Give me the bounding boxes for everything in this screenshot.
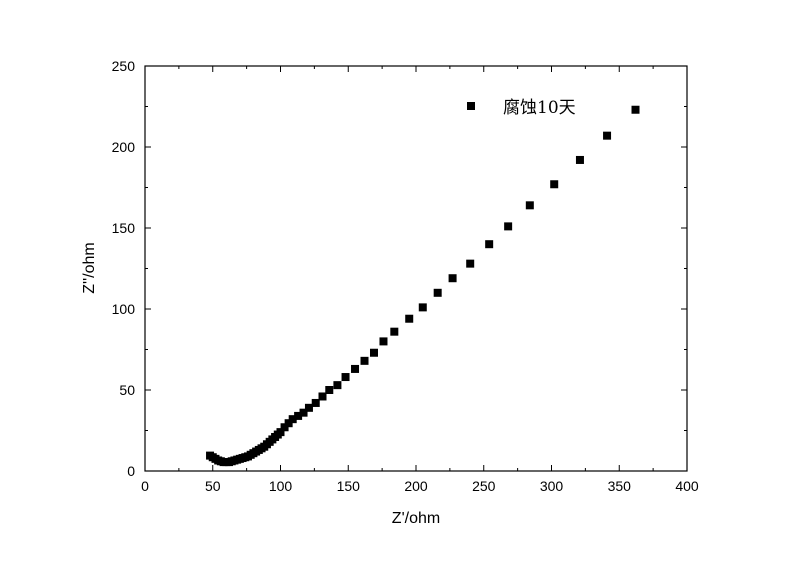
data-point (433, 288, 442, 297)
data-point (333, 381, 342, 390)
data-point (485, 240, 494, 249)
y-tick-label: 50 (119, 382, 135, 398)
x-tick-label: 300 (540, 478, 564, 494)
data-point (525, 201, 534, 210)
x-axis-title: Z'/ohm (392, 510, 440, 527)
data-point (280, 423, 289, 432)
data-point (550, 180, 559, 189)
data-point (379, 337, 388, 346)
data-point (311, 398, 320, 407)
plot-frame (144, 65, 688, 472)
data-point (603, 131, 612, 140)
axes: 0 50 100 150 200 250 300 350 400 0 50 100 150 200 250 (112, 58, 699, 494)
x-tick-label: 400 (675, 478, 699, 494)
y-tick-label: 0 (127, 463, 135, 479)
data-point (504, 222, 513, 231)
data-point (294, 411, 303, 420)
legend: 腐蚀10天 (467, 98, 576, 118)
legend-label: 腐蚀10天 (503, 98, 576, 118)
x-tick-label: 50 (205, 478, 221, 494)
x-tick-label: 150 (337, 478, 361, 494)
data-point (299, 408, 308, 417)
x-tick-label: 200 (404, 478, 428, 494)
data-point (341, 373, 350, 382)
data-point (418, 303, 427, 312)
y-axis-title: Z''/ohm (81, 242, 98, 293)
data-point (360, 356, 369, 365)
data-point (575, 155, 584, 164)
y-tick-label: 200 (112, 139, 136, 155)
plot-area (206, 105, 640, 467)
y-tick-label: 150 (112, 220, 136, 236)
data-point (351, 364, 360, 373)
x-tick-label: 100 (269, 478, 293, 494)
y-tick-label: 100 (112, 301, 136, 317)
x-tick-label: 0 (141, 478, 149, 494)
data-point (631, 105, 640, 114)
data-point (284, 419, 293, 428)
data-point (405, 314, 414, 323)
data-point (325, 386, 334, 394)
data-point (276, 428, 285, 437)
data-point (466, 259, 475, 268)
data-point (288, 415, 297, 424)
data-point (304, 403, 313, 412)
y-tick-label: 250 (112, 58, 136, 74)
legend-marker (467, 102, 475, 110)
x-tick-label: 250 (472, 478, 496, 494)
data-point (369, 348, 378, 357)
data-point (318, 392, 327, 401)
data-point (448, 274, 457, 283)
data-point (390, 327, 399, 336)
x-tick-label: 350 (608, 478, 632, 494)
